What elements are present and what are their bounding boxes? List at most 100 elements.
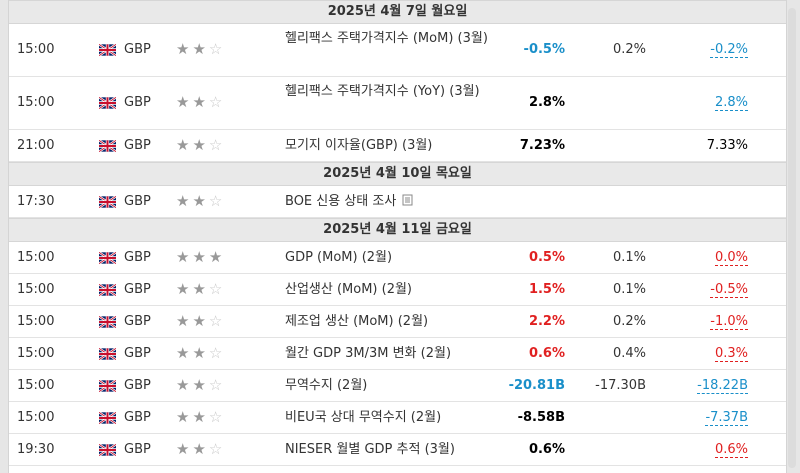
event-time: 15:00 — [17, 345, 55, 361]
previous-value[interactable]: 2.8% — [714, 95, 748, 111]
table-row[interactable]: 15:00 GBP ★★☆ 헬리팩스 주택가격지수 (YoY) (3월) 2.8… — [9, 77, 786, 130]
table-row[interactable]: 15:00 GBP ★★☆ 헬리팩스 주택가격지수 (MoM) (3월) -0.… — [9, 24, 786, 77]
previous-value[interactable]: -1.0% — [710, 313, 748, 330]
actual-value: -0.5% — [523, 42, 565, 57]
table-row[interactable]: 15:00 GBP ★★★ GDP (MoM) (2월) 0.5% 0.1% 0… — [9, 242, 786, 274]
table-row[interactable]: 17:30 GBP ★★☆ BOE 신용 상태 조사 — [9, 186, 786, 218]
currency-code: GBP — [124, 313, 151, 329]
star-icon: ★ — [176, 343, 193, 362]
previous-value[interactable]: -0.5% — [710, 281, 748, 298]
importance-stars: ★★★ — [176, 248, 225, 266]
event-name-link[interactable]: NIESER 월별 GDP 추적 (3월) — [285, 441, 455, 457]
forecast-value: 0.2% — [612, 42, 646, 57]
star-icon: ☆ — [208, 135, 226, 154]
star-icon: ☆ — [208, 40, 226, 58]
actual-value: 2.8% — [528, 95, 565, 110]
uk-flag-icon — [98, 442, 117, 457]
star-icon: ★ — [192, 40, 209, 58]
table-row[interactable]: 15:00 GBP ★★☆ 비EU국 상대 무역수지 (2월) -8.58B -… — [9, 402, 786, 434]
table-row[interactable]: 21:00 GBP ★★☆ 모기지 이자율(GBP) (3월) 7.23% 7.… — [9, 130, 786, 162]
event-name-link[interactable]: 비EU국 상대 무역수지 (2월) — [285, 409, 442, 425]
star-icon: ★ — [192, 279, 209, 298]
importance-stars: ★★☆ — [176, 440, 225, 458]
star-icon: ★ — [192, 343, 209, 362]
currency-code: GBP — [124, 441, 151, 457]
currency-code: GBP — [124, 345, 151, 361]
table-row[interactable]: 15:00 GBP ★★☆ 무역수지 (2월) -20.81B -17.30B … — [9, 370, 786, 402]
actual-value: 0.5% — [528, 249, 565, 265]
actual-value: 2.2% — [528, 313, 565, 329]
uk-flag-icon — [98, 250, 117, 265]
star-icon: ★ — [192, 135, 209, 154]
event-time: 15:00 — [17, 95, 55, 110]
event-time: 15:00 — [17, 409, 55, 425]
importance-stars: ★★☆ — [176, 344, 225, 362]
importance-stars: ★★☆ — [176, 192, 225, 210]
previous-value[interactable]: -18.22B — [697, 377, 748, 394]
actual-value: -20.81B — [508, 377, 565, 393]
previous-value[interactable]: -7.37B — [705, 409, 748, 426]
star-icon: ★ — [176, 247, 193, 266]
event-time: 15:00 — [17, 42, 55, 57]
star-icon: ☆ — [208, 375, 226, 394]
document-icon[interactable] — [402, 192, 414, 205]
star-icon: ★ — [192, 247, 209, 266]
importance-stars: ★★☆ — [176, 40, 225, 58]
table-row[interactable]: 15:00 GBP ★★☆ 월간 GDP 3M/3M 변화 (2월) 0.6% … — [9, 338, 786, 370]
event-name-link[interactable]: 산업생산 (MoM) (2월) — [285, 281, 413, 297]
forecast-value: 0.1% — [612, 281, 646, 297]
currency-code: GBP — [124, 137, 151, 153]
star-icon: ★ — [176, 407, 193, 426]
previous-value[interactable]: 0.0% — [714, 249, 748, 266]
event-time: 19:30 — [17, 441, 55, 457]
currency-code: GBP — [124, 281, 151, 297]
economic-calendar: 2025년 4월 7일 월요일 15:00 GBP ★★☆ 헬리팩스 주택가격지… — [8, 0, 787, 473]
table-row[interactable]: 15:00 GBP ★★☆ 산업생산 (MoM) (2월) 1.5% 0.1% … — [9, 274, 786, 306]
star-icon: ☆ — [208, 191, 226, 210]
importance-stars: ★★☆ — [176, 312, 225, 330]
uk-flag-icon — [98, 314, 117, 329]
event-time: 15:00 — [17, 377, 55, 393]
star-icon: ★ — [192, 407, 209, 426]
previous-value[interactable]: 0.6% — [714, 441, 748, 458]
event-time: 17:30 — [17, 193, 55, 209]
event-time: 15:00 — [17, 313, 55, 329]
event-name-link[interactable]: 무역수지 (2월) — [285, 377, 368, 393]
event-name-link[interactable]: 모기지 이자율(GBP) (3월) — [285, 137, 433, 153]
event-name-link[interactable]: 헬리팩스 주택가격지수 (MoM) (3월) — [285, 31, 488, 46]
previous-value[interactable]: -0.2% — [710, 42, 748, 58]
event-name-link[interactable]: 월간 GDP 3M/3M 변화 (2월) — [285, 345, 452, 361]
star-icon: ★ — [176, 93, 193, 111]
event-name-link[interactable]: GDP (MoM) (2월) — [285, 249, 393, 265]
star-icon: ☆ — [208, 407, 226, 426]
star-icon: ★ — [176, 135, 193, 154]
star-icon: ★ — [192, 93, 209, 111]
previous-value: 7.33% — [706, 137, 748, 153]
currency-code: GBP — [124, 409, 151, 425]
date-header: 2025년 4월 7일 월요일 — [9, 0, 786, 24]
scrollbar[interactable] — [788, 8, 796, 468]
actual-value: 0.6% — [528, 345, 565, 361]
date-header: 2025년 4월 11일 금요일 — [9, 218, 786, 242]
forecast-value: 0.2% — [612, 313, 646, 329]
previous-value[interactable]: 0.3% — [714, 345, 748, 362]
star-icon: ★ — [176, 279, 193, 298]
event-name-link[interactable]: 제조업 생산 (MoM) (2월) — [285, 313, 429, 329]
star-icon: ★ — [176, 191, 193, 210]
actual-value: -8.58B — [517, 409, 565, 425]
table-row[interactable]: 15:00 GBP ★★☆ 제조업 생산 (MoM) (2월) 2.2% 0.2… — [9, 306, 786, 338]
forecast-value: 0.1% — [612, 249, 646, 265]
star-icon: ★ — [192, 311, 209, 330]
star-icon: ☆ — [208, 93, 226, 111]
star-icon: ★ — [176, 40, 193, 58]
currency-code: GBP — [124, 377, 151, 393]
actual-value: 0.6% — [528, 441, 565, 457]
forecast-value: 0.4% — [612, 345, 646, 361]
currency-code: GBP — [124, 193, 151, 209]
forecast-value: -17.30B — [595, 377, 646, 393]
star-icon: ★ — [192, 375, 209, 394]
event-name-link[interactable]: 헬리팩스 주택가격지수 (YoY) (3월) — [285, 84, 480, 99]
star-icon: ☆ — [208, 279, 226, 298]
event-name-link[interactable]: BOE 신용 상태 조사 — [285, 191, 500, 213]
table-row[interactable]: 19:30 GBP ★★☆ NIESER 월별 GDP 추적 (3월) 0.6%… — [9, 434, 786, 466]
